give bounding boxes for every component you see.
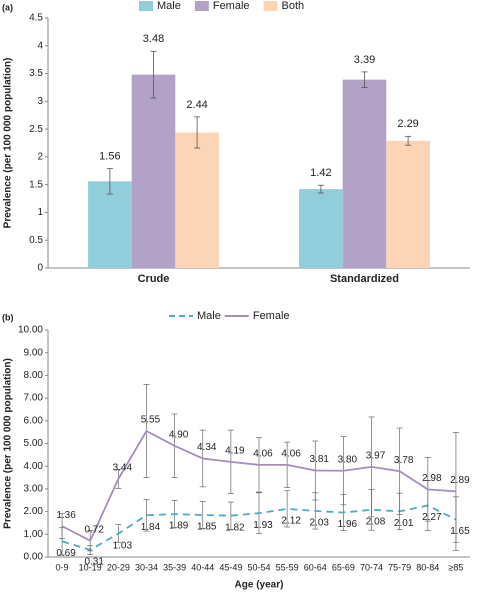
y-tick-label: 10.00 bbox=[18, 325, 43, 336]
data-label: 1.84 bbox=[141, 522, 161, 533]
bar bbox=[386, 140, 430, 268]
x-tick-label: 20-29 bbox=[107, 562, 130, 572]
y-tick-label: 2 bbox=[37, 152, 43, 163]
y-tick-label: 3.5 bbox=[29, 68, 43, 79]
data-label: 1.82 bbox=[225, 522, 245, 533]
y-tick-label: 3 bbox=[37, 96, 43, 107]
data-label: 4.34 bbox=[197, 442, 217, 453]
data-label: 3.48 bbox=[143, 33, 164, 45]
legend-label: Male bbox=[157, 0, 181, 12]
x-tick-label: 30-34 bbox=[135, 562, 158, 572]
data-label: 1.89 bbox=[169, 521, 189, 532]
data-label: 4.90 bbox=[169, 429, 189, 440]
data-label: 1.93 bbox=[253, 520, 273, 531]
data-label: 3.80 bbox=[338, 454, 358, 465]
data-label: 3.78 bbox=[394, 455, 414, 466]
x-tick-label: Standardized bbox=[330, 273, 399, 285]
y-tick-label: 7.00 bbox=[24, 393, 44, 404]
y-tick-label: 1.5 bbox=[29, 179, 43, 190]
data-label: 4.06 bbox=[281, 448, 301, 459]
bar bbox=[299, 189, 343, 268]
data-label: 4.06 bbox=[253, 448, 273, 459]
y-tick-label: 4.00 bbox=[24, 461, 44, 472]
data-label: 2.12 bbox=[281, 516, 301, 527]
legend-label: Female bbox=[253, 310, 290, 322]
y-tick-label: 0.5 bbox=[29, 235, 43, 246]
legend-swatch bbox=[194, 1, 209, 11]
legend-label: Both bbox=[282, 0, 305, 12]
y-tick-label: 1 bbox=[37, 207, 43, 218]
data-label: 1.36 bbox=[56, 510, 76, 521]
bar bbox=[131, 74, 176, 269]
data-label: 1.85 bbox=[197, 522, 217, 533]
x-axis-title: Age (year) bbox=[235, 580, 284, 591]
x-tick-label: 60-64 bbox=[304, 562, 327, 572]
y-tick-label: 2.00 bbox=[24, 506, 44, 517]
x-tick-label: 65-69 bbox=[332, 562, 355, 572]
data-label: 2.44 bbox=[186, 99, 207, 111]
x-tick-label: ≥85 bbox=[448, 562, 463, 572]
x-tick-label: 75-79 bbox=[388, 562, 411, 572]
data-label: 2.01 bbox=[394, 518, 414, 529]
x-tick-label: 45-49 bbox=[219, 562, 242, 572]
legend-swatch bbox=[139, 1, 153, 11]
series-line bbox=[61, 429, 456, 542]
data-label: 0.31 bbox=[84, 557, 104, 568]
legend-label: Female bbox=[213, 0, 250, 12]
data-label: 4.19 bbox=[225, 446, 245, 457]
data-label: 5.55 bbox=[141, 415, 161, 426]
x-tick-label: 0-9 bbox=[56, 562, 69, 572]
y-tick-label: 8.00 bbox=[24, 370, 44, 381]
series-line bbox=[61, 504, 457, 551]
y-tick-label: 4 bbox=[37, 40, 43, 51]
data-label: 0.72 bbox=[84, 524, 104, 535]
y-tick-label: 4.5 bbox=[29, 13, 43, 24]
y-tick-label: 6.00 bbox=[24, 415, 44, 426]
y-tick-label: 1.00 bbox=[24, 529, 44, 540]
data-label: 2.08 bbox=[366, 516, 386, 527]
data-label: 1.65 bbox=[450, 526, 470, 537]
data-label: 2.29 bbox=[397, 118, 418, 130]
x-tick-label: 70-74 bbox=[360, 562, 383, 572]
data-label: 3.81 bbox=[310, 454, 330, 465]
legend-swatch bbox=[263, 1, 278, 11]
bar bbox=[88, 181, 132, 268]
data-label: 1.03 bbox=[113, 540, 133, 551]
data-label: 0.69 bbox=[56, 548, 76, 559]
y-tick-label: 3.00 bbox=[24, 484, 44, 495]
x-tick-label: 50-54 bbox=[247, 562, 270, 572]
data-label: 1.96 bbox=[338, 519, 358, 530]
bar bbox=[342, 79, 387, 269]
x-tick-label: 40-44 bbox=[191, 562, 214, 572]
bar bbox=[175, 132, 219, 268]
x-tick-label: 10-19 bbox=[79, 562, 102, 572]
y-tick-label: 5.00 bbox=[24, 438, 44, 449]
data-label: 1.42 bbox=[310, 167, 331, 179]
data-label: 1.56 bbox=[99, 150, 120, 162]
data-label: 2.89 bbox=[450, 475, 470, 486]
panel-label: (b) bbox=[2, 312, 14, 322]
x-tick-label: 35-39 bbox=[163, 562, 186, 572]
data-label: 2.27 bbox=[422, 512, 442, 523]
panel-label: (a) bbox=[2, 2, 13, 12]
legend-label: Male bbox=[197, 310, 221, 322]
y-tick-label: 0.00 bbox=[24, 552, 44, 563]
x-tick-label: 80-84 bbox=[416, 562, 439, 572]
data-label: 3.97 bbox=[366, 451, 386, 462]
data-label: 3.39 bbox=[354, 54, 375, 66]
y-axis-title: Prevalence (per 100 000 population) bbox=[3, 358, 14, 529]
x-tick-label: Crude bbox=[138, 273, 170, 285]
data-label: 2.03 bbox=[310, 518, 330, 529]
y-tick-label: 2.5 bbox=[29, 124, 43, 135]
data-label: 2.98 bbox=[422, 473, 442, 484]
x-tick-label: 55-59 bbox=[276, 562, 299, 572]
y-tick-label: 0 bbox=[37, 263, 43, 274]
data-label: 3.44 bbox=[113, 463, 133, 474]
y-axis-title: Prevalence (per 100 000 population) bbox=[3, 58, 14, 229]
y-tick-label: 9.00 bbox=[24, 347, 44, 358]
